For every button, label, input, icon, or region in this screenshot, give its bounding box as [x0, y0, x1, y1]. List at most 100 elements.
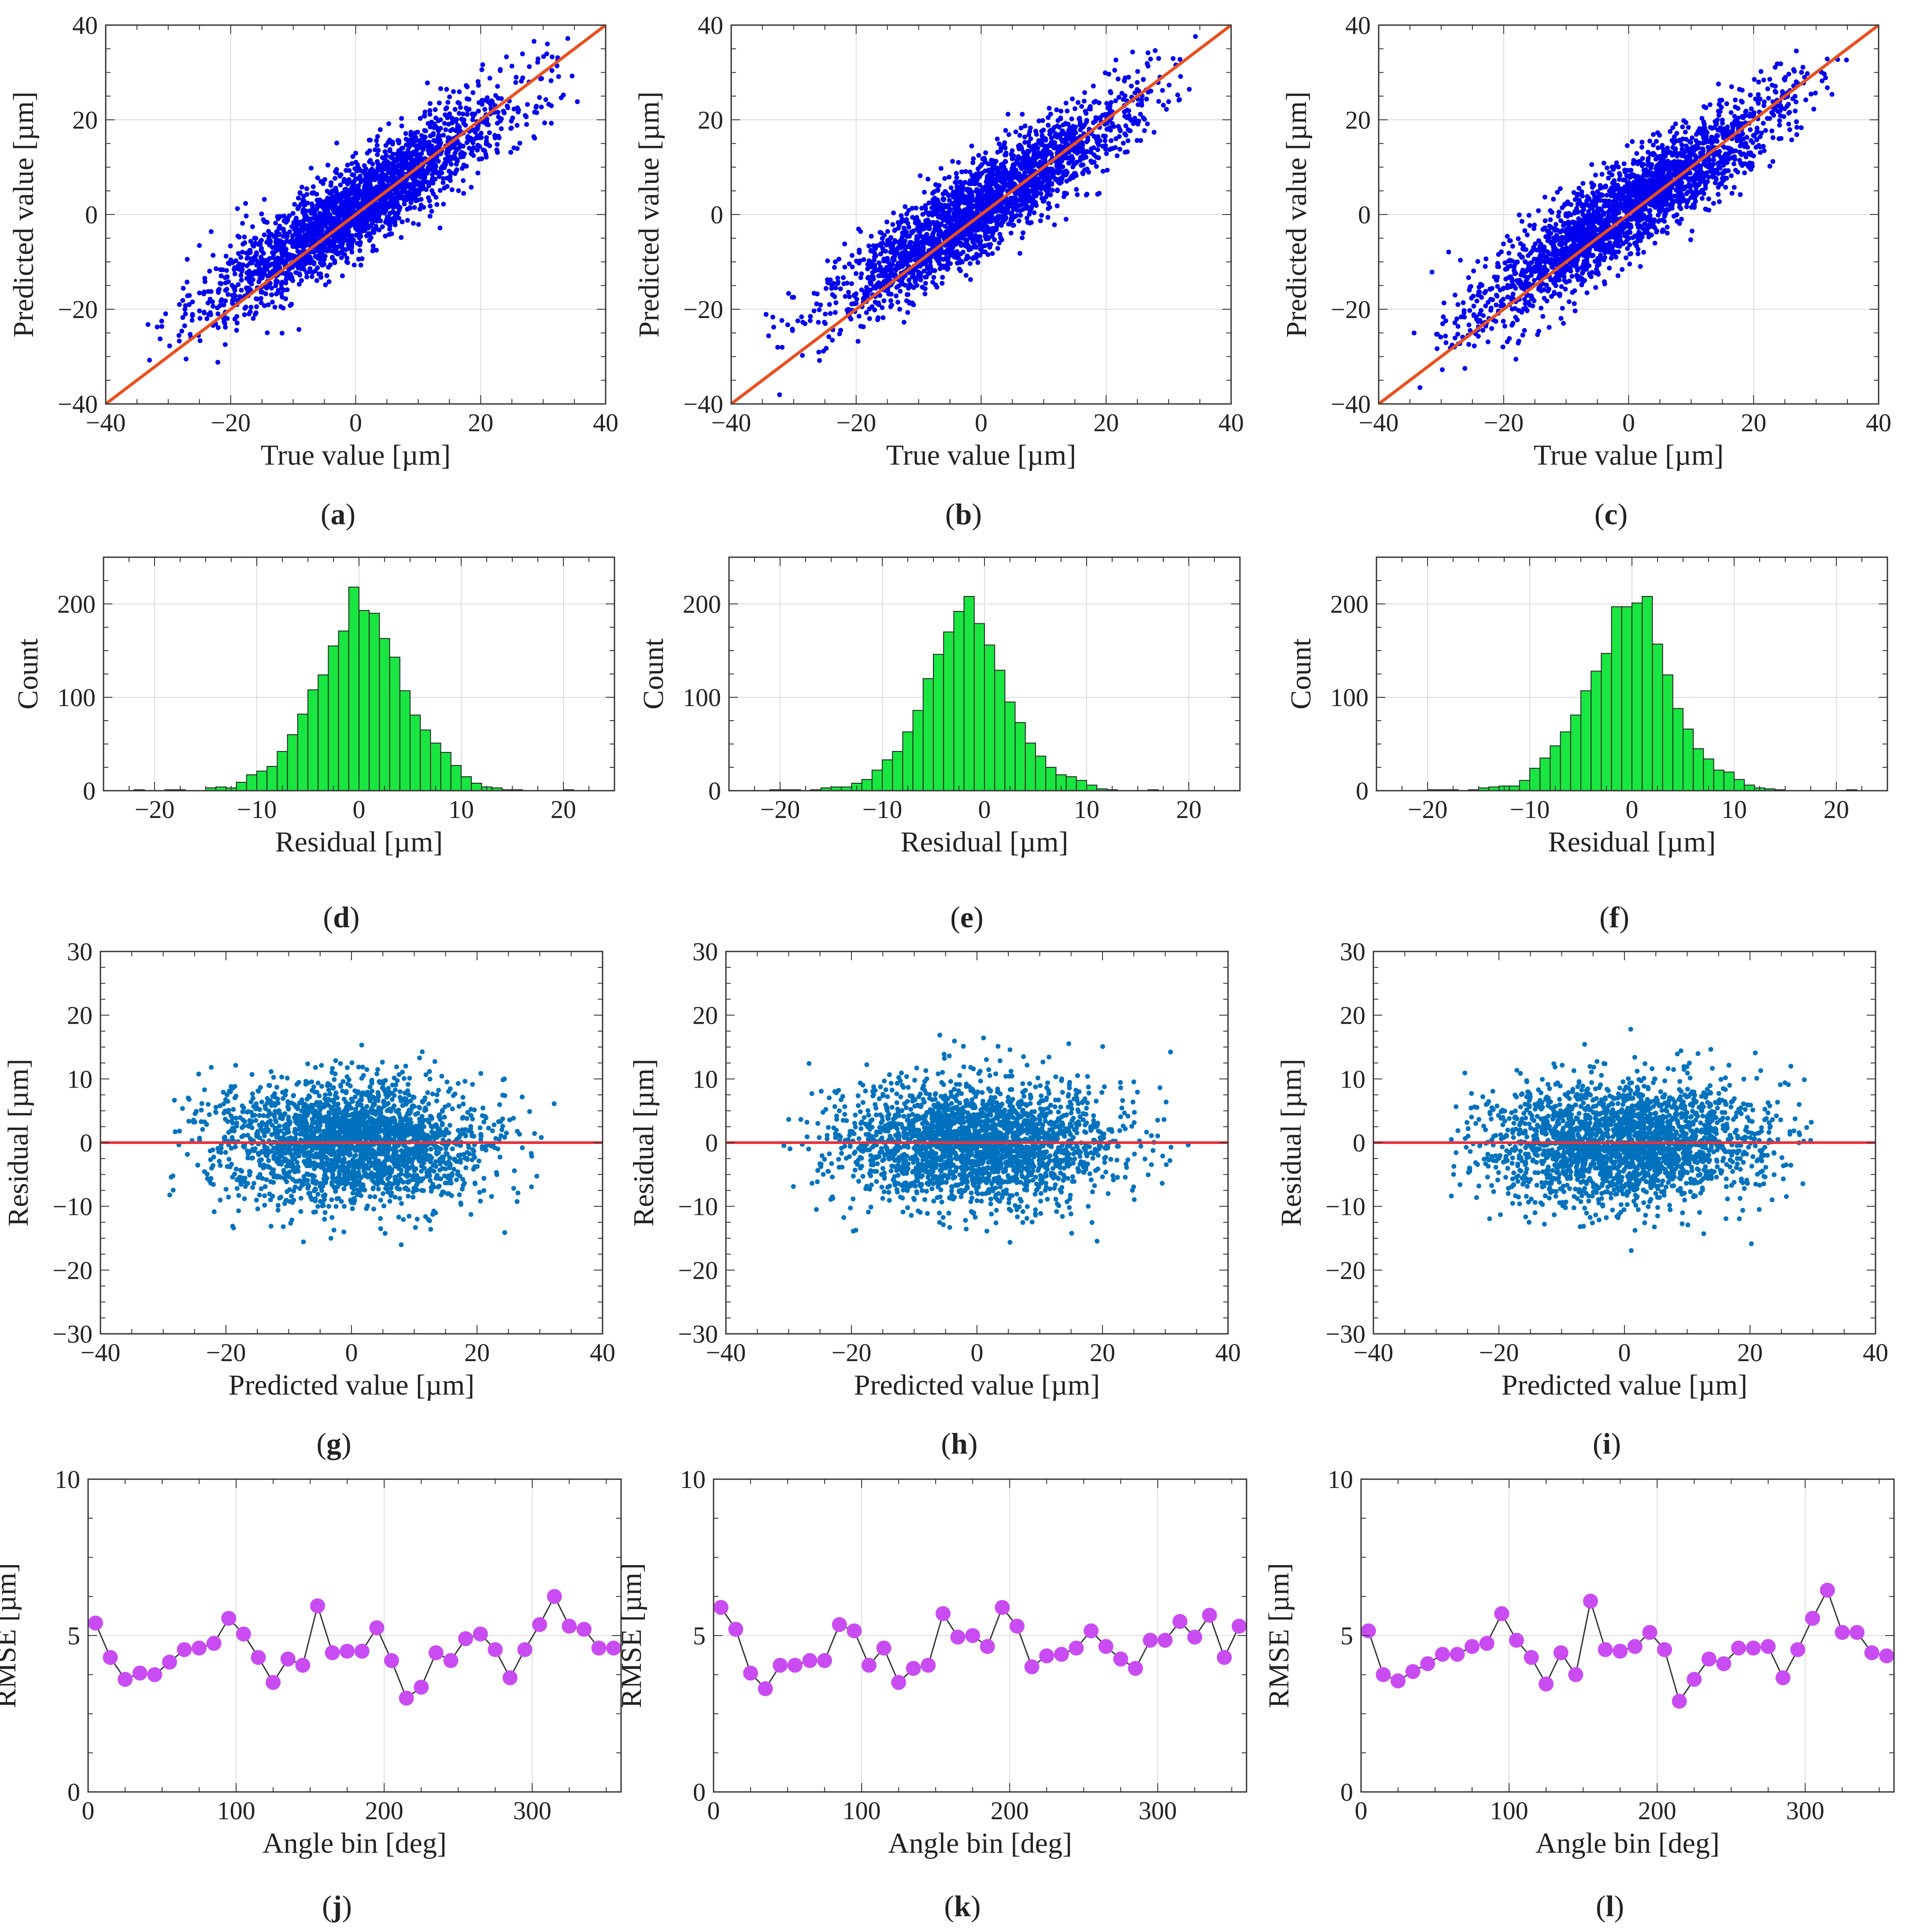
scatter-point — [493, 93, 498, 98]
scatter-point — [352, 195, 357, 200]
scatter-point — [971, 156, 976, 161]
scatter-point — [1080, 162, 1086, 167]
scatter-point — [1080, 146, 1085, 151]
scatter-point — [444, 176, 450, 181]
scatter-point — [183, 303, 188, 308]
scatter-point — [836, 279, 841, 285]
scatter-point — [1051, 175, 1056, 180]
scatter-point — [461, 121, 466, 126]
scatter-point — [933, 282, 938, 288]
scatter-point — [565, 36, 570, 41]
scatter-point — [883, 248, 888, 254]
scatter-point — [470, 117, 475, 122]
scatter-point — [232, 271, 237, 277]
scatter-point — [482, 107, 488, 112]
scatter-point — [510, 115, 515, 121]
scatter-point — [958, 212, 963, 217]
scatter-point — [385, 215, 390, 220]
scatter-point — [312, 212, 317, 217]
scatter-point — [315, 256, 321, 261]
scatter-point — [416, 222, 421, 227]
scatter-point — [1055, 187, 1060, 192]
scatter-point — [1113, 57, 1118, 63]
scatter-point — [974, 237, 979, 242]
scatter-point — [889, 242, 894, 247]
scatter-point — [896, 240, 901, 245]
scatter-point — [994, 172, 999, 177]
scatter-point — [517, 141, 522, 146]
scatter-point — [496, 110, 500, 115]
scatter-point — [338, 237, 343, 242]
scatter-point — [239, 278, 244, 283]
scatter-point — [841, 275, 846, 280]
scatter-point — [433, 195, 439, 200]
scatter-point — [378, 205, 383, 210]
scatter-point — [438, 126, 443, 131]
scatter-point — [328, 262, 333, 267]
scatter-point — [1036, 118, 1042, 124]
scatter-point — [282, 261, 287, 266]
scatter-point — [910, 215, 915, 220]
scatter-point — [495, 142, 500, 147]
scatter-point — [858, 324, 863, 329]
scatter-point — [370, 204, 375, 209]
scatter-point — [209, 229, 214, 234]
scatter-point — [1003, 217, 1008, 222]
scatter-point — [914, 237, 919, 242]
scatter-point — [1037, 179, 1042, 185]
scatter-point — [987, 215, 992, 220]
scatter-point — [1107, 125, 1112, 130]
scatter-point — [205, 300, 211, 306]
scatter-point — [356, 183, 361, 188]
scatter-point — [304, 192, 310, 197]
scatter-point — [466, 145, 472, 151]
scatter-point — [908, 258, 913, 263]
scatter-point — [145, 322, 151, 327]
scatter-point — [876, 284, 881, 289]
scatter-point — [359, 168, 364, 173]
scatter-point — [357, 235, 362, 241]
scatter-point — [1066, 160, 1072, 166]
scatter-point — [313, 268, 318, 274]
scatter-point — [1012, 162, 1017, 167]
scatter-point — [1008, 196, 1014, 201]
scatter-point — [189, 318, 195, 323]
x-tick-label: 20 — [468, 408, 493, 437]
scatter-point — [940, 281, 945, 286]
scatter-point — [437, 133, 442, 139]
scatter-point — [826, 334, 832, 339]
scatter-point — [843, 294, 848, 299]
scatter-point — [290, 233, 295, 239]
scatter-point — [427, 112, 433, 117]
scatter-point — [945, 266, 951, 271]
scatter-point — [1111, 124, 1117, 129]
scatter-point — [1001, 172, 1006, 178]
scatter-point — [859, 271, 864, 276]
scatter-point — [436, 118, 441, 123]
scatter-point — [446, 122, 451, 127]
scatter-point — [428, 124, 433, 130]
scatter-point — [301, 218, 306, 224]
scatter-point — [298, 260, 303, 265]
scatter-point — [777, 392, 782, 397]
scatter-point — [243, 201, 248, 206]
scatter-point — [868, 248, 873, 254]
scatter-point — [208, 289, 214, 294]
scatter-point — [407, 142, 413, 148]
scatter-point — [422, 128, 427, 133]
scatter-point — [1073, 125, 1078, 130]
scatter-point — [299, 185, 304, 190]
scatter-point — [289, 224, 294, 229]
scatter-point — [848, 316, 854, 322]
scatter-point — [854, 301, 859, 306]
scatter-point — [875, 301, 880, 306]
scatter-point — [431, 191, 436, 196]
scatter-point — [377, 127, 383, 132]
scatter-point — [215, 325, 221, 330]
scatter-point — [496, 135, 502, 141]
scatter-point — [881, 315, 886, 320]
scatter-point — [514, 123, 520, 128]
scatter-point — [184, 356, 189, 362]
scatter-point — [931, 220, 936, 225]
